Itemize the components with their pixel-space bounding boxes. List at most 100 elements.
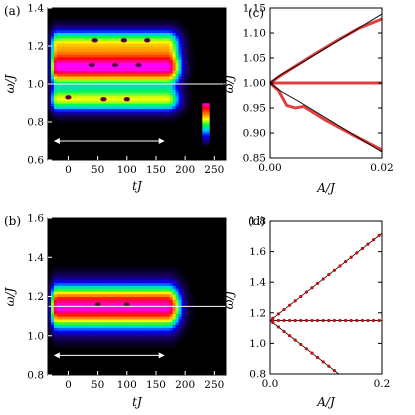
y-tick-label: 1.8 (249, 216, 266, 228)
y-tick-label: 1.6 (249, 246, 266, 258)
numeric-point (299, 342, 303, 347)
numeric-point (344, 318, 348, 323)
numeric-point (304, 318, 308, 323)
panel-d-frame (269, 220, 383, 375)
x-tick-label: 250 (204, 379, 224, 391)
x-tick-label: 0.00 (258, 162, 281, 174)
numeric-point (316, 281, 320, 285)
x-tick-label: 100 (117, 164, 137, 176)
heatmap-a-ticks: 0 50 100 150 200 250 0.6 0.8 1.0 1.2 1.4 (27, 3, 224, 177)
numeric-point (276, 325, 280, 329)
numeric-point (360, 318, 364, 323)
heatmap-b-window-arrow (53, 352, 165, 359)
panel-d-label: (d) (248, 214, 265, 228)
numeric-point (316, 355, 320, 360)
numeric-point (377, 318, 381, 323)
numeric-point (276, 312, 280, 316)
numeric-point (349, 318, 353, 323)
y-tick-label: 0.85 (243, 153, 266, 165)
numeric-point (378, 404, 381, 407)
numeric-point (293, 318, 297, 323)
panel-d-xlabel: A/J (316, 395, 336, 409)
x-tick-label: 0 (65, 379, 72, 391)
panel-b: 0 50 100 150 200 250 0.8 1.0 1.2 1.4 1.6 (b) tJ ω/… (3, 213, 227, 409)
numeric-point (338, 318, 342, 323)
numeric-upper-branch (270, 17, 382, 85)
x-tick-label: 0 (65, 164, 72, 176)
panel-d-ticks: 0.0 0.2 0.8 1.0 1.2 1.4 1.6 1.8 (249, 216, 390, 391)
colorbar: 1 0 (201, 101, 217, 150)
numeric-point (344, 378, 347, 381)
numeric-point (332, 369, 336, 373)
analytic-line (270, 232, 382, 321)
numeric-point (327, 364, 331, 368)
analytic-lower-branch (270, 82, 382, 153)
numeric-point (332, 268, 336, 272)
colorbar-max-label: 1 (212, 101, 217, 110)
numeric-point (355, 386, 358, 389)
numeric-point (288, 318, 292, 323)
x-tick-label: 0.2 (374, 378, 391, 390)
y-tick-label: 1.4 (27, 252, 44, 264)
y-tick-label: 0.8 (249, 369, 266, 381)
panel-d-ylabel: ω̃/J (222, 289, 236, 309)
numeric-point (372, 318, 376, 323)
y-tick-label: 1.05 (243, 53, 266, 65)
numeric-point (338, 264, 342, 268)
panel-a: 0 50 100 150 200 250 0.6 0.8 1.0 1.2 1.4 1 0 (a) t… (3, 3, 227, 193)
y-tick-label: 1.0 (27, 79, 44, 91)
y-tick-label: 1.2 (27, 291, 44, 303)
y-tick-label: 0.6 (27, 155, 44, 167)
numeric-point (321, 277, 325, 281)
y-tick-label: 0.95 (243, 103, 266, 115)
y-tick-label: 1.2 (249, 307, 266, 319)
numeric-lower-branch (270, 81, 382, 152)
numeric-point (282, 318, 286, 323)
heatmap-a-spots (65, 38, 151, 102)
numeric-point (360, 246, 364, 251)
numeric-point (288, 334, 292, 338)
heatmap-b-ticks: 0 50 100 150 200 250 0.8 1.0 1.2 1.4 1.6 (27, 213, 224, 392)
heatmap-b-cells (48, 218, 226, 375)
panel-d: 0.0 0.2 0.8 1.0 1.2 1.4 1.6 1.8 (d) A/J ω̃/J (222, 214, 390, 409)
numeric-point (372, 400, 375, 403)
numeric-point (332, 318, 336, 323)
numeric-point (310, 351, 314, 355)
analytic-upper-branch (270, 13, 382, 84)
numeric-point (276, 318, 280, 323)
numeric-point (288, 303, 292, 307)
x-tick-label: 100 (117, 379, 137, 391)
panel-c: 0.00 0.02 0.85 0.90 0.95 1.00 1.05 1.10 1.15 (c)… (222, 3, 394, 196)
panel-b-ylabel: ω/J (3, 286, 17, 306)
x-tick-label: 200 (175, 164, 195, 176)
numeric-point (350, 382, 353, 385)
y-tick-label: 1.2 (27, 41, 44, 53)
numeric-point (293, 299, 297, 303)
y-tick-label: 1.4 (27, 3, 44, 15)
panel-c-xlabel: A/J (316, 181, 336, 195)
numeric-point (327, 318, 331, 323)
x-tick-label: 150 (146, 379, 166, 391)
numeric-point (293, 338, 297, 342)
y-tick-label: 0.8 (27, 117, 44, 129)
numeric-point (366, 318, 370, 323)
heatmap-a-window-arrow (53, 138, 165, 144)
panel-c-ticks: 0.00 0.02 0.85 0.90 0.95 1.00 1.05 1.10 1.15 (243, 3, 394, 175)
numeric-point (327, 273, 331, 277)
y-tick-label: 1.0 (27, 330, 44, 342)
numeric-point (321, 318, 325, 323)
x-tick-label: 0.0 (262, 378, 279, 390)
numeric-point (355, 251, 359, 255)
numeric-point (299, 318, 303, 323)
panel-c-label: (c) (248, 6, 264, 20)
panel-b-xlabel: tJ (132, 395, 143, 409)
x-tick-label: 150 (146, 164, 166, 176)
numeric-point (355, 318, 359, 323)
colorbar-min-label: 0 (212, 141, 217, 150)
panel-a-ylabel: ω/J (3, 73, 17, 93)
colorbar-gradient (201, 102, 211, 148)
numeric-point (299, 294, 303, 299)
y-tick-label: 0.90 (243, 128, 266, 140)
panel-d-curves (270, 232, 382, 407)
